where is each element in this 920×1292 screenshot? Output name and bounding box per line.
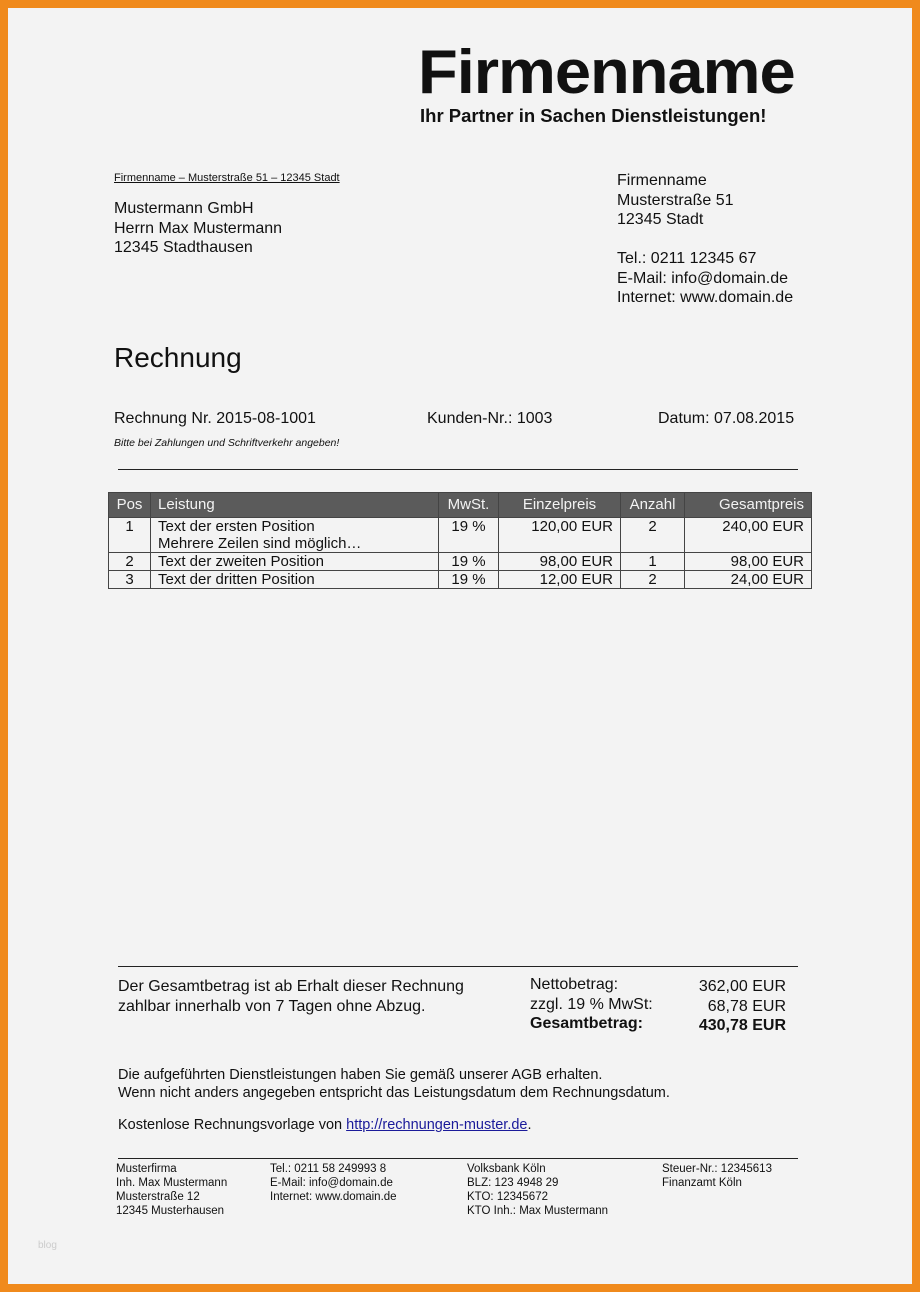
divider bbox=[118, 1158, 798, 1159]
payment-terms: Der Gesamtbetrag ist ab Erhalt dieser Re… bbox=[118, 977, 464, 1017]
note-line: Wenn nicht anders angegeben entspricht d… bbox=[118, 1085, 670, 1101]
company-line bbox=[617, 230, 793, 250]
cell-vat: 19 % bbox=[438, 552, 499, 571]
gross-label: Gesamtbetrag: bbox=[530, 1015, 643, 1032]
recipient-line: Mustermann GmbH bbox=[114, 200, 254, 217]
customer-number: Kunden-Nr.: 1003 bbox=[427, 410, 553, 427]
cell-pos: 1 bbox=[108, 517, 151, 553]
desc-line: Mehrere Zeilen sind möglich… bbox=[158, 535, 362, 552]
col-anzahl: Anzahl bbox=[620, 492, 685, 518]
divider bbox=[118, 469, 798, 470]
company-line: Tel.: 0211 12345 67 bbox=[617, 250, 757, 267]
logo-company-name: Firmenname bbox=[418, 38, 796, 107]
cell-qty: 2 bbox=[620, 570, 685, 589]
company-line: Firmenname bbox=[617, 172, 707, 189]
cell-desc: Text der dritten Position bbox=[150, 570, 439, 589]
summary-values: 362,00 EUR 68,78 EUR 430,78 EUR bbox=[699, 977, 786, 1036]
footer-line: Steuer-Nr.: 12345613 bbox=[662, 1163, 772, 1175]
col-einzelpreis: Einzelpreis bbox=[498, 492, 621, 518]
table-row: 3 Text der dritten Position 19 % 12,00 E… bbox=[108, 570, 812, 589]
footer-bank: Volksbank Köln BLZ: 123 4948 29 KTO: 12345… bbox=[467, 1162, 608, 1218]
credit-text: Kostenlose Rechnungsvorlage von bbox=[118, 1117, 347, 1133]
notes: Die aufgeführten Dienstleistungen haben … bbox=[118, 1066, 670, 1102]
col-gesamtpreis: Gesamtpreis bbox=[684, 492, 812, 518]
company-line: 12345 Stadt bbox=[617, 211, 704, 228]
recipient-address: Mustermann GmbH Herrn Max Mustermann 123… bbox=[114, 199, 282, 258]
cell-vat: 19 % bbox=[438, 570, 499, 589]
template-credit: Kostenlose Rechnungsvorlage von http://r… bbox=[118, 1117, 532, 1133]
footer-contact: Tel.: 0211 58 249993 8 E-Mail: info@domai… bbox=[270, 1162, 397, 1204]
footer-tax: Steuer-Nr.: 12345613 Finanzamt Köln bbox=[662, 1162, 772, 1190]
watermark: blog bbox=[38, 1240, 57, 1251]
cell-total: 24,00 EUR bbox=[684, 570, 812, 589]
col-leistung: Leistung bbox=[150, 492, 439, 518]
footer-line: E-Mail: info@domain.de bbox=[270, 1177, 393, 1189]
footer-line: Inh. Max Mustermann bbox=[116, 1177, 228, 1189]
footer-line: Finanzamt Köln bbox=[662, 1177, 742, 1189]
footer-line: KTO: 12345672 bbox=[467, 1191, 548, 1203]
invoice-page: Firmenname Ihr Partner in Sachen Dienstl… bbox=[8, 8, 912, 1284]
cell-pos: 2 bbox=[108, 552, 151, 571]
cell-total: 98,00 EUR bbox=[684, 552, 812, 571]
cell-unit-price: 98,00 EUR bbox=[498, 552, 621, 571]
company-line: Internet: www.domain.de bbox=[617, 289, 794, 306]
cell-qty: 1 bbox=[620, 552, 685, 571]
line-items-table: Pos Leistung MwSt. Einzelpreis Anzahl Ge… bbox=[108, 492, 812, 589]
footer-line: 12345 Musterhausen bbox=[116, 1205, 225, 1217]
document-title: Rechnung bbox=[114, 342, 242, 373]
recipient-line: 12345 Stadthausen bbox=[114, 239, 253, 256]
desc-line: Text der ersten Position bbox=[158, 518, 315, 535]
cell-unit-price: 12,00 EUR bbox=[498, 570, 621, 589]
footer-line: Musterstraße 12 bbox=[116, 1191, 200, 1203]
cell-vat: 19 % bbox=[438, 517, 499, 553]
credit-suffix: . bbox=[527, 1117, 532, 1133]
company-line: E-Mail: info@domain.de bbox=[617, 269, 788, 287]
col-mwst: MwSt. bbox=[438, 492, 499, 518]
net-label: Nettobetrag: bbox=[530, 976, 619, 993]
payment-terms-line: Der Gesamtbetrag ist ab Erhalt dieser Re… bbox=[118, 978, 464, 995]
table-header: Pos Leistung MwSt. Einzelpreis Anzahl Ge… bbox=[108, 492, 812, 518]
table-row: 2 Text der zweiten Position 19 % 98,00 E… bbox=[108, 552, 812, 571]
col-pos: Pos bbox=[108, 492, 151, 518]
divider bbox=[118, 966, 798, 967]
cell-desc: Text der zweiten Position bbox=[150, 552, 439, 571]
footer-line: Internet: www.domain.de bbox=[270, 1191, 397, 1203]
invoice-date: Datum: 07.08.2015 bbox=[658, 410, 795, 427]
footer-line: Musterfirma bbox=[116, 1163, 177, 1175]
cell-desc: Text der ersten Position Mehrere Zeilen s… bbox=[150, 517, 439, 553]
company-line: Musterstraße 51 bbox=[617, 191, 734, 209]
footer-line: Volksbank Köln bbox=[467, 1163, 546, 1175]
vat-label: zzgl. 19 % MwSt: bbox=[530, 995, 653, 1013]
cell-pos: 3 bbox=[108, 570, 151, 589]
invoice-number: Rechnung Nr. 2015-08-1001 bbox=[114, 410, 316, 427]
recipient-line: Herrn Max Mustermann bbox=[114, 219, 283, 237]
credit-link[interactable]: http://rechnungen-muster.de bbox=[346, 1117, 528, 1133]
logo-tagline: Ihr Partner in Sachen Dienstleistungen! bbox=[420, 105, 767, 126]
company-address: Firmenname Musterstraße 51 12345 Stadt T… bbox=[617, 171, 793, 308]
table-row: 1 Text der ersten Position Mehrere Zeilen… bbox=[108, 517, 812, 553]
footer-company: Musterfirma Inh. Max Mustermann Musterstra… bbox=[116, 1162, 227, 1218]
note-line: Die aufgeführten Dienstleistungen haben … bbox=[118, 1067, 603, 1083]
footer-line: Tel.: 0211 58 249993 8 bbox=[270, 1163, 387, 1175]
cell-total: 240,00 EUR bbox=[684, 517, 812, 553]
sender-line: Firmenname – Musterstraße 51 – 12345 Sta… bbox=[114, 172, 340, 184]
gross-amount: 430,78 EUR bbox=[698, 1017, 786, 1034]
cell-qty: 2 bbox=[620, 517, 685, 553]
cell-unit-price: 120,00 EUR bbox=[498, 517, 621, 553]
footer-line: BLZ: 123 4948 29 bbox=[467, 1177, 559, 1189]
reference-hint: Bitte bei Zahlungen und Schriftverkehr a… bbox=[114, 437, 340, 449]
payment-terms-line: zahlbar innerhalb von 7 Tagen ohne Abzug… bbox=[118, 998, 426, 1015]
net-amount: 362,00 EUR bbox=[698, 978, 786, 995]
summary-labels: Nettobetrag: zzgl. 19 % MwSt: Gesamtbetr… bbox=[530, 975, 653, 1034]
vat-amount: 68,78 EUR bbox=[707, 997, 786, 1015]
footer-line: KTO Inh.: Max Mustermann bbox=[467, 1205, 609, 1217]
